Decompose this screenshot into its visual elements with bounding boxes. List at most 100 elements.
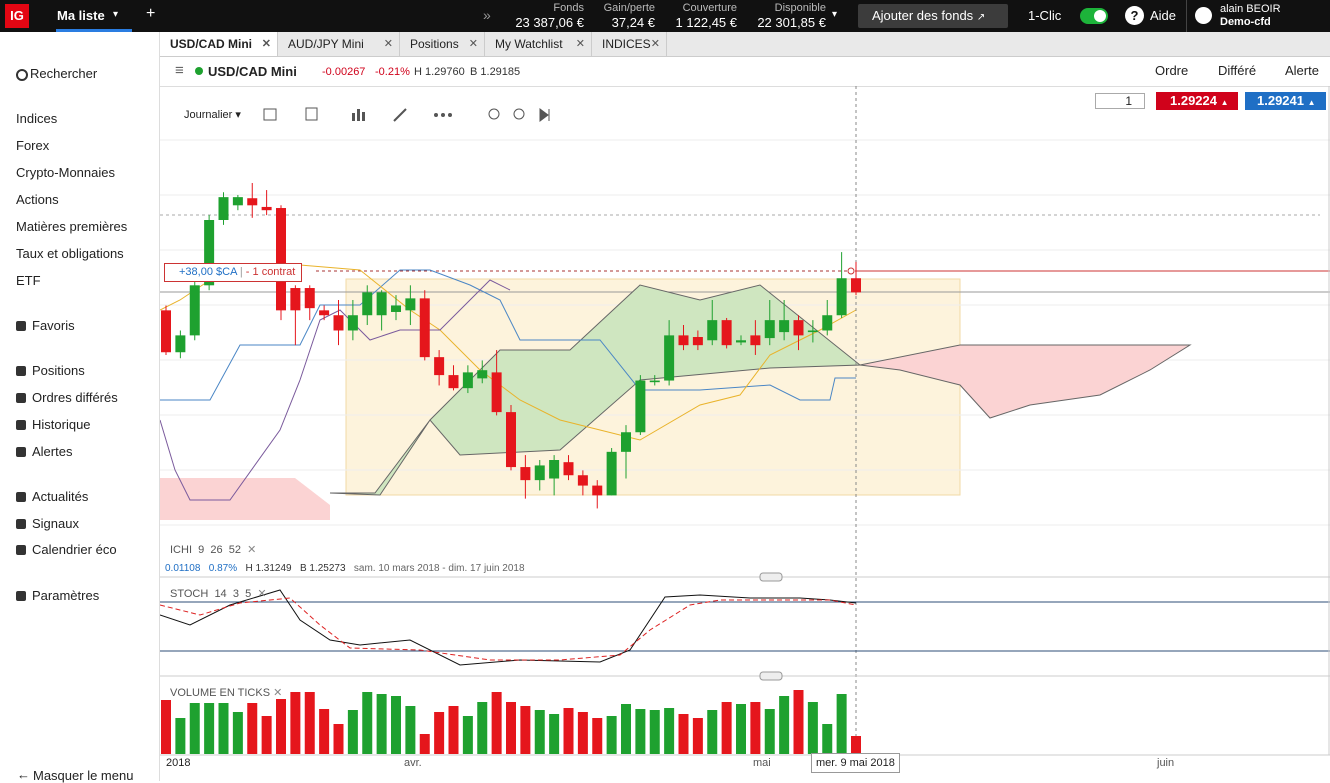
candle-body [534, 465, 545, 481]
chikou-line [160, 279, 511, 501]
sidebar-item[interactable]: Calendrier éco [32, 542, 117, 557]
help-label[interactable]: Aide [1150, 8, 1177, 23]
sidebar-icon [16, 447, 26, 457]
layout-icon[interactable] [263, 108, 277, 121]
candle-body [391, 305, 401, 312]
volume-bar [549, 714, 560, 754]
volume-bar [621, 704, 631, 754]
tab-label: AUD/JPY Mini [288, 37, 364, 51]
template-icon[interactable] [305, 107, 318, 121]
draw-icon[interactable] [393, 108, 407, 122]
volume-bar [779, 696, 790, 754]
watchlist-menu[interactable]: Ma liste [57, 8, 105, 23]
sidebar-item[interactable]: Ordres différés [32, 390, 118, 405]
sidebar-item[interactable]: Historique [32, 417, 91, 432]
tab-close[interactable]: ✕ [468, 38, 478, 50]
candle-body [822, 315, 833, 331]
volume-bar [506, 702, 516, 754]
sidebar-item[interactable]: Crypto-Monnaies [16, 165, 115, 180]
sidebar-item[interactable]: Masquer le menu [33, 768, 134, 783]
instrument-bar: ≡ USD/CAD Mini -0.00267 -0.21% H 1.29760… [160, 56, 1330, 87]
pane-resize[interactable] [759, 572, 783, 582]
day-high: H 1.29760 [414, 66, 465, 78]
quantity-input[interactable]: 1 [1095, 93, 1145, 109]
volume-bar [276, 699, 286, 754]
toolbar-icons [263, 107, 550, 122]
candle-body [520, 467, 531, 481]
range-change: 0.01108 [165, 563, 201, 574]
buy-button[interactable]: 1.29241 ▲ [1245, 92, 1326, 110]
candle-body [664, 335, 675, 381]
tab[interactable]: USD/CAD Mini ✕ [160, 32, 278, 56]
sidebar-item[interactable]: Taux et obligations [16, 246, 124, 261]
logo[interactable]: IG [5, 4, 29, 28]
candle-body [276, 208, 286, 311]
tab-label: Positions [410, 37, 459, 51]
candle-body [563, 462, 574, 476]
end-icon[interactable] [539, 108, 550, 122]
user-icon[interactable] [1195, 7, 1212, 24]
sidebar-item[interactable]: ETF [16, 273, 41, 288]
close-icon[interactable]: ✕ [257, 588, 267, 600]
volume-bar [692, 718, 703, 754]
menu-icon[interactable]: ≡ [175, 62, 184, 79]
pane-resize[interactable] [759, 671, 783, 681]
range-low: B 1.25273 [299, 563, 346, 574]
sidebar-item[interactable]: Actions [16, 192, 59, 207]
sidebar-item[interactable]: Actualités [32, 489, 89, 504]
divider [1186, 0, 1187, 32]
one-click-toggle[interactable] [1080, 8, 1108, 24]
candle-body [362, 292, 373, 316]
tab-close[interactable]: ✕ [383, 38, 393, 50]
position-label[interactable]: +38,00 $CA | - 1 contrat [164, 263, 303, 282]
candle-body [333, 315, 344, 331]
tab[interactable]: AUD/JPY Mini ✕ [278, 32, 400, 56]
interval-label: Journalier [184, 109, 233, 121]
sidebar-item[interactable]: Forex [16, 138, 50, 153]
sidebar-item[interactable]: Rechercher [30, 66, 98, 81]
sidebar-item[interactable]: Signaux [32, 515, 79, 531]
sidebar-item[interactable]: Favoris [32, 318, 75, 333]
candle-body [319, 310, 330, 316]
zoom-in[interactable] [513, 108, 525, 120]
add-funds-button[interactable]: Ajouter des fonds ↗ [858, 4, 1008, 28]
order-tab[interactable]: Différé [1218, 63, 1257, 78]
indicator-icon[interactable] [352, 109, 365, 121]
candle-body [491, 372, 502, 413]
sell-button[interactable]: 1.29224 ▲ [1156, 92, 1238, 110]
candle-body [304, 288, 315, 309]
interval-select[interactable]: Journalier ▾ [184, 109, 241, 121]
volume-bar [678, 714, 689, 754]
tab[interactable]: INDICES ✕ [592, 32, 667, 56]
sidebar-item[interactable]: Paramètres [32, 588, 100, 603]
volume-bar [347, 710, 358, 754]
stat-value: 22 301,85 € [757, 15, 826, 30]
indicator-name: STOCH [170, 588, 209, 600]
tab[interactable]: Positions ✕ [400, 32, 485, 56]
help-icon[interactable]: ? [1125, 6, 1144, 25]
order-tab[interactable]: Alerte [1285, 63, 1319, 78]
change-pct: -0.21% [375, 66, 410, 78]
tab-close[interactable]: ✕ [650, 38, 660, 50]
sidebar-item[interactable]: Matières premières [16, 219, 128, 234]
candle-body [175, 335, 186, 353]
sidebar-item[interactable]: Indices [16, 111, 58, 126]
more-icon[interactable] [434, 113, 452, 117]
order-tab[interactable]: Ordre [1155, 63, 1189, 78]
tab-close[interactable]: ✕ [575, 38, 585, 50]
close-icon[interactable]: ✕ [247, 544, 257, 556]
sidebar-item[interactable]: Positions [32, 363, 85, 378]
stat-label: Fonds [553, 2, 584, 14]
indicator-name: ICHI [170, 544, 192, 556]
tab-close[interactable]: ✕ [261, 38, 271, 50]
close-icon[interactable]: ✕ [273, 687, 283, 699]
sidebar-item[interactable]: Alertes [32, 444, 73, 459]
add-button[interactable]: + [146, 5, 156, 22]
zoom-out[interactable] [488, 108, 500, 120]
instrument-name[interactable]: USD/CAD Mini [208, 64, 297, 79]
change: -0.00267 [322, 66, 366, 78]
candle-body [549, 460, 560, 479]
toggle-knob [1094, 10, 1106, 22]
tab[interactable]: My Watchlist ✕ [485, 32, 592, 56]
